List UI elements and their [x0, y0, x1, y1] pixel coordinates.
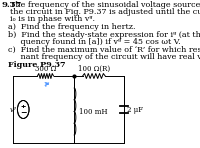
Text: nant frequency of the circuit will have real value.: nant frequency of the circuit will have …: [8, 53, 200, 61]
Text: +: +: [21, 103, 26, 108]
Text: c)  Find the maximum value of ‘R’ for which reso-: c) Find the maximum value of ‘R’ for whi…: [8, 46, 200, 54]
Circle shape: [17, 100, 29, 119]
Text: 2 μF: 2 μF: [127, 106, 143, 114]
Text: iᵍ: iᵍ: [44, 81, 49, 89]
Text: 9.37: 9.37: [1, 1, 22, 9]
Text: b)  Find the steady-state expression for iᵍ (at the fre-: b) Find the steady-state expression for …: [8, 31, 200, 39]
Text: the circuit in Fig. P9.37 is adjusted until the current: the circuit in Fig. P9.37 is adjusted un…: [10, 8, 200, 16]
Text: +: +: [21, 103, 26, 108]
Text: −: −: [20, 108, 26, 118]
Text: Figure P9.37: Figure P9.37: [8, 61, 65, 69]
Text: iₒ is in phase with vᵍ.: iₒ is in phase with vᵍ.: [10, 15, 95, 23]
Text: −: −: [20, 108, 26, 118]
Text: 100 mH: 100 mH: [79, 107, 108, 115]
Text: 300 Ω: 300 Ω: [35, 65, 56, 73]
Text: 100 Ω(R): 100 Ω(R): [78, 65, 110, 73]
Text: quency found in [a]) if vᵍ = 45 cos ωt V.: quency found in [a]) if vᵍ = 45 cos ωt V…: [8, 38, 180, 46]
Text: The frequency of the sinusoidal voltage source in: The frequency of the sinusoidal voltage …: [10, 1, 200, 9]
Text: vᵍ: vᵍ: [10, 106, 16, 114]
Text: a)  Find the frequency in hertz.: a) Find the frequency in hertz.: [8, 23, 135, 31]
